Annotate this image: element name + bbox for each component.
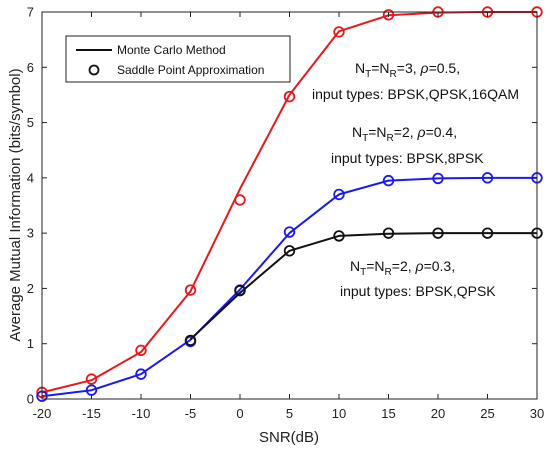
series-1-marker <box>283 226 296 238</box>
x-tick-label: 5 <box>286 406 293 421</box>
x-tick-label: -15 <box>82 406 101 421</box>
annotation-black-series: NT=NR=2, ρ=0.3, input types: BPSK,QPSK <box>340 258 496 299</box>
x-axis-label: SNR(dB) <box>259 429 319 446</box>
x-tick-label: 10 <box>332 406 346 421</box>
legend-entry-monte-carlo: Monte Carlo Method <box>117 43 226 57</box>
legend-marker-swatch <box>88 64 100 76</box>
x-tick-label: 15 <box>381 406 395 421</box>
series-1-line <box>41 176 537 398</box>
series-0-marker <box>283 90 296 103</box>
annotation-blue-series: NT=NR=2, ρ=0.4, input types: BPSK,8PSK <box>331 124 484 166</box>
annotation-red-series: NT=NR=3, ρ=0.5, input types: BPSK,QPSK,1… <box>312 60 519 102</box>
annotation-3-line2: input types: BPSK,QPSK <box>340 283 496 299</box>
x-tick-label: -5 <box>185 406 197 421</box>
series-1-marker <box>135 368 147 380</box>
series-2-marker <box>382 227 395 239</box>
x-tick-label: 30 <box>530 406 544 421</box>
y-tick-label: 5 <box>27 115 34 130</box>
series-2-marker <box>432 227 444 239</box>
series-2-line <box>189 232 537 341</box>
x-tick-label: 0 <box>236 406 243 421</box>
axis-ticks: -20 -15 -10 -5 0 5 10 15 20 25 30 0 1 2 3 4 5 6 7 <box>27 5 544 422</box>
series-0-marker <box>234 194 246 206</box>
y-tick-label: 2 <box>27 281 34 296</box>
series-1-marker <box>382 174 395 187</box>
legend: Monte Carlo Method Saddle Point Approxim… <box>65 35 291 83</box>
y-tick-label: 6 <box>27 60 34 75</box>
series-1-marker <box>481 172 494 184</box>
series-2-marker <box>234 284 246 297</box>
annotation-3-line1: NT=NR=2, ρ=0.3, <box>350 258 455 278</box>
series-1-marker <box>432 172 444 185</box>
annotation-1-line1: NT=NR=3, ρ=0.5, <box>355 60 460 80</box>
legend-entry-saddle-point: Saddle Point Approximation <box>117 63 264 77</box>
y-tick-label: 4 <box>27 170 34 185</box>
series-0-marker <box>382 9 395 21</box>
x-tick-label: -20 <box>33 406 52 421</box>
series-2-marker <box>333 230 345 242</box>
series-2-marker <box>184 334 197 347</box>
x-tick-label: 20 <box>431 406 445 421</box>
x-tick-label: -10 <box>132 406 151 421</box>
y-tick-label: 1 <box>27 336 34 351</box>
series-1-marker <box>333 188 345 201</box>
series-0-marker <box>135 344 147 357</box>
annotation-2-line2: input types: BPSK,8PSK <box>331 150 484 166</box>
y-tick-label: 7 <box>27 5 34 20</box>
series-0-marker <box>85 373 98 385</box>
series-0-marker <box>333 26 345 38</box>
series-2-marker <box>481 227 494 239</box>
annotation-2-line1: NT=NR=2, ρ=0.4, <box>352 124 457 144</box>
y-axis-label: Average Mutual Information (bits/symbol) <box>7 68 24 341</box>
x-tick-label: 25 <box>480 406 494 421</box>
y-tick-label: 3 <box>27 226 34 241</box>
annotation-1-line2: input types: BPSK,QPSK,16QAM <box>312 86 519 102</box>
series-2-marker <box>283 245 296 257</box>
series-0-marker <box>184 284 197 296</box>
legend-box <box>65 35 291 83</box>
y-tick-label: 0 <box>27 392 34 407</box>
